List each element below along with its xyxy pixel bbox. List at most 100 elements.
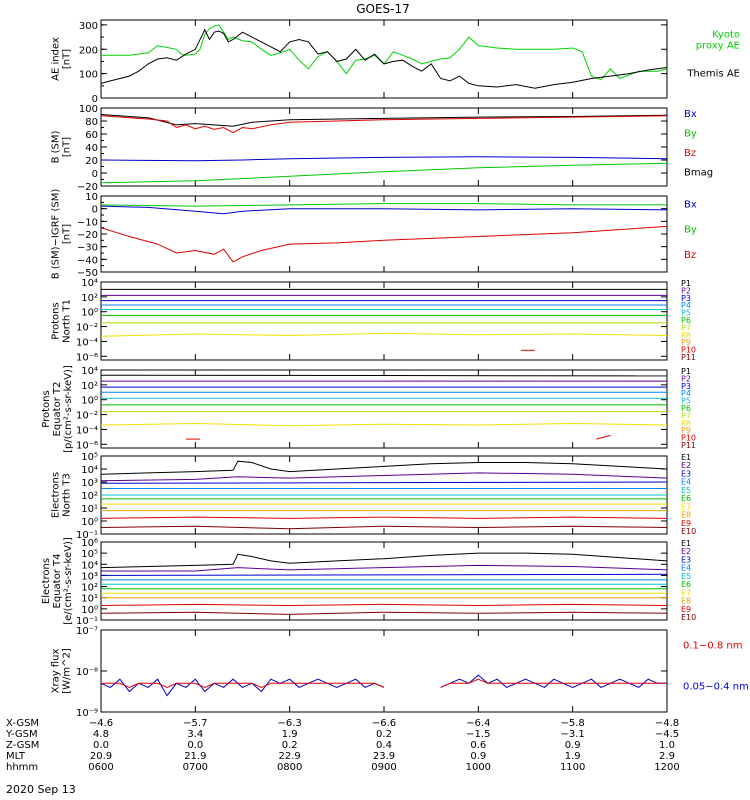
legend-entry: Bx (684, 109, 697, 120)
y-axis-label: Electrons (41, 558, 52, 604)
legend-entry: E4 (681, 564, 691, 573)
panel-bigrf: −50 −40−30 −20 −100 10 B (SM)−IGRF (SM) [nT] Bx… (51, 189, 697, 280)
series-line-bz (101, 225, 667, 263)
series-line-e9 (101, 603, 667, 607)
x-row-value: 0.2 (282, 740, 298, 751)
legend-entry: P1 (681, 367, 691, 376)
x-row-value: 4.8 (93, 729, 109, 740)
panel-frame (100, 195, 668, 273)
series-line-p8 (101, 332, 667, 337)
y-tick-label: 100 (79, 104, 98, 115)
x-row-value: 0.0 (93, 740, 109, 751)
y-tick-label: 10⁵ (81, 452, 98, 463)
y-tick-label: 10⁻⁷ (76, 626, 98, 637)
y-axis-label: Protons (41, 390, 52, 427)
legend-entry: Themis AE (686, 69, 740, 80)
x-row-value: 0800 (277, 762, 302, 773)
y-tick-label: 10⁻⁶ (76, 352, 98, 363)
y-tick-label: 10⁻⁸ (76, 667, 98, 678)
y-tick-label: 10⁰ (81, 396, 98, 407)
x-row-value: −1.5 (466, 729, 490, 740)
x-row-value: 0.0 (187, 740, 203, 751)
legend-entry: P3 (681, 294, 691, 303)
x-row-label: X-GSM (6, 718, 39, 729)
y-tick-label: 10² (81, 293, 98, 304)
y-tick-label: −20 (77, 230, 98, 241)
panel-frame (100, 541, 668, 621)
legend-entry: E2 (681, 461, 691, 470)
series-line-bx (101, 156, 667, 162)
x-row-value: 1200 (654, 762, 679, 773)
series-group (101, 203, 667, 263)
x-row-value: 1000 (466, 762, 491, 773)
legend-entry: P8 (681, 331, 691, 340)
series-line-e1 (101, 460, 667, 475)
y-tick-label: 0 (92, 205, 98, 216)
x-row-value: 0.9 (565, 740, 581, 751)
series-group (101, 674, 667, 697)
y-tick-label: −20 (77, 182, 98, 193)
y-tick-label: 10² (81, 491, 98, 502)
y-tick-label: 10¹ (81, 504, 98, 515)
panel-frame (100, 369, 668, 449)
legend-entry: E5 (681, 486, 691, 495)
legend-entry: E9 (681, 519, 691, 528)
y-tick-label: 10⁻² (76, 411, 98, 422)
series-line-themis-ae (101, 28, 667, 89)
legend-entry: P4 (681, 301, 691, 310)
legend-entry: 0.1−0.8 nm (683, 640, 742, 651)
panel-frame (100, 19, 668, 99)
x-row-value: 22.9 (279, 751, 301, 762)
y-tick-label: 0 (92, 169, 98, 180)
x-row-value: 0.4 (376, 740, 392, 751)
x-row-value: 23.9 (373, 751, 395, 762)
legend-entry: Bmag (684, 167, 713, 178)
y-tick-label: 10⁻² (76, 323, 98, 334)
y-tick-label: 10⁰ (81, 517, 98, 528)
x-row-value: 0900 (371, 762, 396, 773)
y-tick-label: 10⁴ (81, 278, 98, 289)
y-tick-label: 10² (81, 583, 98, 594)
y-axis-label: [nT] (62, 137, 73, 157)
legend-entry: E8 (681, 511, 691, 520)
legend-entry: P7 (681, 323, 691, 332)
series-line-e3 (101, 481, 667, 484)
legend-entry: E7 (681, 588, 691, 597)
legend-entry: E10 (681, 527, 696, 536)
legend-entry: P5 (681, 397, 691, 406)
series-line-e2 (101, 564, 667, 572)
y-axis-label: B (SM)−IGRF (SM) (51, 189, 62, 280)
y-tick-label: 20 (85, 156, 98, 167)
legend-entry: E7 (681, 502, 691, 511)
legend: Bx By Bz Bmag (684, 109, 713, 178)
legend-entry: P9 (681, 338, 691, 347)
series-line-e10 (101, 611, 667, 615)
legend-entry: Bx (684, 199, 697, 210)
series-group (101, 374, 667, 440)
y-axis-label: Equator T2 (52, 382, 63, 437)
x-row-label: Z-GSM (6, 740, 39, 751)
x-row-value: −5.7 (183, 718, 207, 729)
x-row-value: 0.9 (470, 751, 486, 762)
legend-entry: P10 (681, 346, 696, 355)
y-axis-label: Xray flux (51, 649, 62, 694)
y-axis-label: B (SM) (51, 130, 62, 163)
legend-entry: P3 (681, 382, 691, 391)
y-tick-label: 10⁻⁴ (76, 425, 98, 436)
x-row-value: 0700 (183, 762, 208, 773)
y-tick-label: 10⁴ (81, 366, 98, 377)
legend-entry: E3 (681, 469, 691, 478)
series-line-0-1-0-8-nm (101, 678, 667, 688)
series-group (101, 288, 667, 351)
panel-pe: 10⁻⁶ 10⁻⁴ 10⁻² 10⁰ 10² 10⁴ Protons Equator T2 [p… (41, 365, 696, 453)
y-tick-label: 10⁻¹ (76, 530, 98, 541)
legend-entry: P6 (681, 404, 691, 413)
y-tick-label: −50 (77, 268, 98, 279)
x-row-value: −3.1 (561, 729, 585, 740)
y-axis-label: [p/(cm²-s-sr-keV)] (63, 365, 74, 453)
y-tick-label: 10⁵ (81, 549, 98, 560)
y-tick-label: 0 (92, 94, 98, 105)
